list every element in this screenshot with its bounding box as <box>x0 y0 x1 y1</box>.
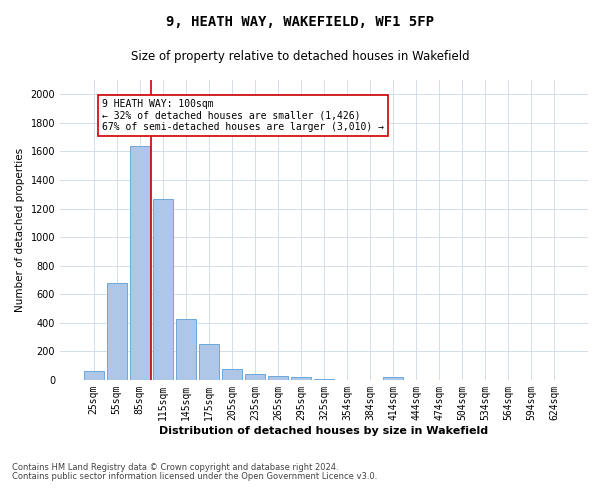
Bar <box>107 283 127 380</box>
Bar <box>245 374 265 380</box>
Bar <box>84 372 104 380</box>
Text: Contains HM Land Registry data © Crown copyright and database right 2024.: Contains HM Land Registry data © Crown c… <box>12 464 338 472</box>
Bar <box>222 368 242 380</box>
Bar <box>268 376 288 380</box>
Text: 9 HEATH WAY: 100sqm
← 32% of detached houses are smaller (1,426)
67% of semi-det: 9 HEATH WAY: 100sqm ← 32% of detached ho… <box>102 98 384 132</box>
Bar <box>176 318 196 380</box>
Text: Contains public sector information licensed under the Open Government Licence v3: Contains public sector information licen… <box>12 472 377 481</box>
Text: Size of property relative to detached houses in Wakefield: Size of property relative to detached ho… <box>131 50 469 63</box>
Bar <box>153 198 173 380</box>
Text: 9, HEATH WAY, WAKEFIELD, WF1 5FP: 9, HEATH WAY, WAKEFIELD, WF1 5FP <box>166 15 434 29</box>
Bar <box>383 377 403 380</box>
X-axis label: Distribution of detached houses by size in Wakefield: Distribution of detached houses by size … <box>160 426 488 436</box>
Bar <box>291 377 311 380</box>
Bar <box>199 344 218 380</box>
Bar <box>314 378 334 380</box>
Y-axis label: Number of detached properties: Number of detached properties <box>15 148 25 312</box>
Bar <box>130 146 149 380</box>
